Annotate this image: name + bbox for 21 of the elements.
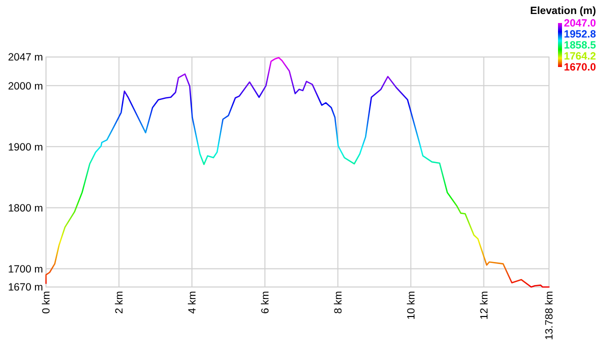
x-tick-label: 4 km xyxy=(186,290,199,314)
y-tick-label: 1700 m xyxy=(8,263,44,276)
color-bar-label: 2047.0 xyxy=(564,18,596,30)
y-tick-label: 1670 m xyxy=(8,282,44,294)
x-tick-label: 12 km xyxy=(478,290,490,320)
color-bar-title: Elevation (m) xyxy=(530,5,596,17)
color-bar-label: 1952.8 xyxy=(564,28,596,41)
x-tick-label: 8 km xyxy=(332,290,345,314)
color-bar-label: 1670.0 xyxy=(564,62,596,74)
line-series xyxy=(45,56,550,288)
x-tick-label: 13.788 km xyxy=(544,290,556,340)
y-tick-label: 2047 m xyxy=(8,52,44,64)
x-tick-label: 0 km xyxy=(40,290,53,314)
color-bar-label: 1858.5 xyxy=(564,40,596,52)
y-tick-label: 1800 m xyxy=(8,202,44,214)
x-tick-label: 10 km xyxy=(405,290,418,320)
x-tick-label: 2 km xyxy=(114,290,126,314)
y-tick-label: 2000 m xyxy=(8,80,44,92)
color-bar-label: 1764.2 xyxy=(564,50,596,63)
x-tick-label: 6 km xyxy=(260,290,272,314)
y-tick-label: 1900 m xyxy=(8,141,44,154)
